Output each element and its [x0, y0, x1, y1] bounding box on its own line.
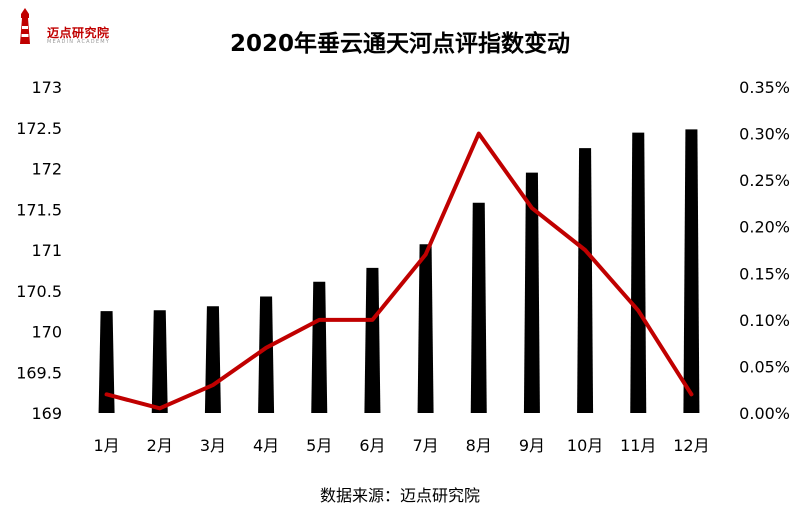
- line-point: [264, 346, 268, 350]
- y-right-tick-label: 0.05%: [739, 357, 790, 376]
- bar: [470, 202, 487, 413]
- y-right-tick-label: 0.35%: [739, 78, 790, 97]
- logo-name: 迈点研究院: [47, 26, 110, 40]
- x-tick-label: 8月: [466, 436, 492, 455]
- x-tick-label: 7月: [412, 436, 438, 455]
- bar: [204, 306, 221, 413]
- y-right-tick-label: 0.30%: [739, 125, 790, 144]
- y-right-tick-label: 0.15%: [739, 264, 790, 283]
- logo: 迈点研究院 MEADIN ACADEMY: [10, 6, 150, 46]
- y-left-tick-label: 171: [31, 241, 62, 260]
- x-tick-label: 5月: [306, 436, 332, 455]
- bar: [258, 296, 275, 413]
- lighthouse-icon: [20, 8, 30, 44]
- line-point: [424, 253, 428, 257]
- bar: [98, 311, 115, 413]
- x-tick-label: 10月: [567, 436, 603, 455]
- line-point: [317, 318, 321, 322]
- line-point: [370, 318, 374, 322]
- line-point: [583, 248, 587, 252]
- x-tick-label: 12月: [673, 436, 709, 455]
- y-right-tick-label: 0.10%: [739, 311, 790, 330]
- bar: [417, 244, 434, 413]
- y-left-tick-label: 172.5: [16, 119, 62, 138]
- y-left-tick-label: 171.5: [16, 200, 62, 219]
- bar: [364, 267, 381, 413]
- x-tick-label: 9月: [519, 436, 545, 455]
- y-left-tick-label: 169: [31, 404, 62, 423]
- y-left-tick-label: 173: [31, 78, 62, 97]
- line-point: [636, 309, 640, 313]
- y-right-tick-label: 0.25%: [739, 171, 790, 190]
- line-point: [105, 392, 109, 396]
- x-tick-label: 2月: [147, 436, 173, 455]
- y-right-tick-label: 0.20%: [739, 218, 790, 237]
- y-left-tick-label: 170.5: [16, 282, 62, 301]
- x-tick-label: 6月: [359, 436, 385, 455]
- y-left-tick-label: 172: [31, 160, 62, 179]
- bar: [577, 148, 594, 413]
- x-tick-label: 1月: [93, 436, 119, 455]
- line-point: [477, 132, 481, 136]
- chart-title: 2020年垂云通天河点评指数变动: [229, 31, 570, 57]
- x-tick-label: 3月: [200, 436, 226, 455]
- line-point: [211, 383, 215, 387]
- y-left-tick-label: 170: [31, 323, 62, 342]
- x-tick-label: 11月: [620, 436, 656, 455]
- line-point: [689, 392, 693, 396]
- bar: [630, 132, 647, 413]
- bar: [523, 172, 540, 413]
- data-source: 数据来源：迈点研究院: [319, 486, 480, 505]
- bar: [683, 129, 700, 413]
- line-series: [104, 131, 694, 411]
- logo-subtitle: MEADIN ACADEMY: [47, 39, 110, 45]
- y-left-tick-label: 169.5: [16, 363, 62, 382]
- y-right-tick-label: 0.00%: [739, 404, 790, 423]
- line-point: [530, 206, 534, 210]
- bar: [151, 310, 168, 413]
- x-tick-label: 4月: [253, 436, 279, 455]
- bar: [311, 281, 328, 413]
- line-point: [158, 406, 162, 410]
